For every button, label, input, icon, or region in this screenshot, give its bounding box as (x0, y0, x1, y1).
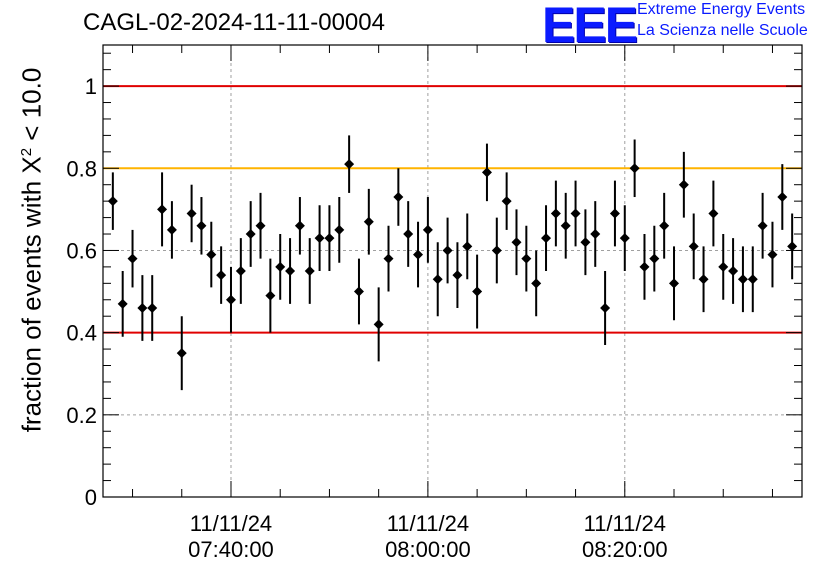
data-point (294, 220, 305, 231)
y-tick-label: 0.4 (66, 321, 97, 346)
data-point (265, 290, 276, 301)
data-point (521, 253, 532, 264)
plot-frame (102, 44, 803, 498)
data-point (678, 179, 689, 190)
data-point (176, 348, 187, 359)
grid-lines (103, 45, 802, 497)
y-tick-label: 0.2 (66, 403, 97, 428)
data-point (688, 241, 699, 252)
data-point (590, 229, 601, 240)
data-point (669, 278, 680, 289)
data-point (373, 319, 384, 330)
data-point (383, 253, 394, 264)
data-point (767, 249, 778, 260)
eee-logo: EEE (542, 0, 638, 53)
data-point (442, 245, 453, 256)
data-point (757, 220, 768, 231)
data-point (235, 266, 246, 276)
y-axis-label-symbol: X (16, 156, 47, 174)
data-point (531, 278, 542, 289)
data-point (550, 208, 561, 219)
data-point (344, 159, 355, 170)
data-point (166, 224, 177, 235)
data-point (206, 249, 217, 260)
data-point (196, 220, 207, 231)
data-point (304, 266, 315, 276)
data-point (255, 220, 266, 231)
data-point (314, 233, 325, 244)
data-point (452, 270, 463, 281)
data-point (137, 302, 148, 313)
x-tick-label-date: 11/11/24 (584, 511, 666, 536)
data-point (403, 229, 414, 240)
data-point (560, 220, 571, 231)
y-axis-label-prefix: fraction of events with (16, 173, 47, 433)
data-point (619, 233, 630, 244)
data-point (422, 224, 433, 235)
data-point (481, 167, 492, 178)
data-point (157, 204, 168, 215)
x-tick-label-date: 11/11/24 (387, 511, 469, 536)
data-point (472, 286, 483, 297)
data-point (737, 274, 748, 285)
data-point (324, 233, 335, 244)
reference-lines (103, 85, 802, 334)
x-tick-label-date: 11/11/24 (190, 511, 272, 536)
x-tick-label-time: 07:40:00 (188, 537, 274, 562)
data-point (216, 270, 227, 281)
data-point (777, 192, 788, 203)
data-point (353, 286, 364, 297)
data-point (462, 241, 473, 252)
y-tick-label: 0.8 (66, 156, 97, 181)
data-point (629, 163, 640, 174)
data-point (285, 266, 296, 276)
data-point (639, 261, 650, 272)
data-point (698, 274, 709, 285)
y-axis-label: fraction of events with X2 < 10.0 (17, 68, 48, 433)
logo-line-2: La Scienza nelle Scuole (637, 22, 808, 39)
data-point (334, 224, 345, 235)
data-point (491, 245, 502, 256)
y-tick-label: 1 (85, 74, 97, 99)
axis-ticks (103, 45, 802, 498)
data-point (728, 266, 739, 276)
y-axis-label-suffix: < 10.0 (16, 67, 47, 148)
x-tick-label-time: 08:00:00 (385, 537, 471, 562)
y-tick-label: 0 (85, 485, 97, 510)
logo-line-1: Extreme Energy Events (637, 1, 806, 18)
data-point (127, 253, 138, 264)
data-point (413, 249, 424, 260)
chart-title: CAGL-02-2024-11-11-00004 (83, 9, 385, 36)
data-point (501, 196, 512, 207)
data-points (107, 135, 798, 391)
data-point (541, 233, 552, 244)
data-point (225, 294, 236, 305)
data-point (649, 253, 660, 264)
data-point (511, 237, 522, 248)
data-point (147, 302, 158, 313)
data-point (117, 298, 128, 309)
data-point (747, 274, 758, 285)
data-point (718, 261, 729, 272)
data-point (275, 261, 286, 272)
data-point (107, 196, 118, 207)
data-point (600, 302, 611, 313)
data-point (363, 216, 374, 227)
y-tick-label: 0.6 (66, 238, 97, 263)
tick-labels: 00.20.40.60.8111/11/2407:40:0011/11/2408… (66, 74, 667, 562)
x-tick-label-time: 08:20:00 (582, 537, 668, 562)
y-axis-label-exponent: 2 (17, 147, 35, 157)
data-point (580, 237, 591, 248)
data-point (432, 274, 443, 285)
data-point (659, 220, 670, 231)
data-point (393, 192, 404, 203)
data-point (186, 208, 197, 219)
data-point (570, 208, 581, 219)
data-point (708, 208, 719, 219)
data-point (787, 241, 798, 252)
data-point (245, 229, 256, 240)
data-point (609, 208, 620, 219)
